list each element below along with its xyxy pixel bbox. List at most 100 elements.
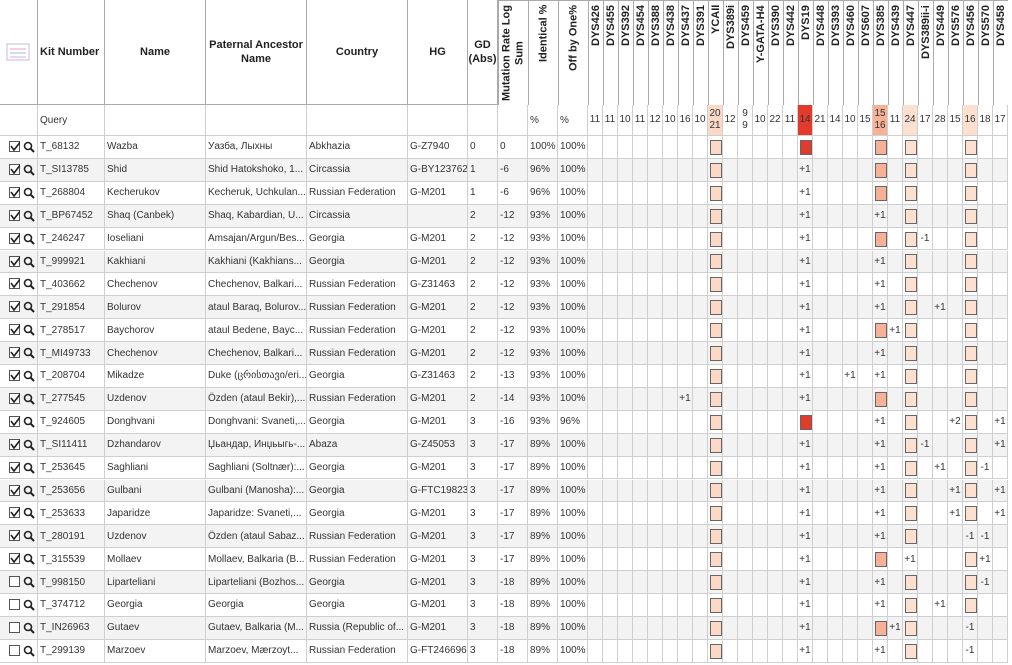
row-checkbox[interactable]: [9, 530, 20, 542]
marker-cell: [588, 410, 603, 434]
view-button[interactable]: [23, 530, 35, 545]
marker-cell: [633, 433, 648, 457]
row-checkbox[interactable]: [9, 163, 20, 175]
select-cell: [0, 616, 38, 640]
select-cell: [0, 571, 38, 594]
select-cell: [0, 250, 38, 274]
view-button[interactable]: [23, 187, 35, 202]
row-checkbox[interactable]: [9, 347, 20, 359]
view-button[interactable]: [23, 141, 35, 156]
view-button[interactable]: [23, 301, 35, 316]
view-button[interactable]: [23, 576, 35, 591]
cell-country: Georgia: [307, 456, 408, 480]
row-checkbox[interactable]: [9, 392, 20, 404]
marker-header: YCAII: [708, 0, 723, 105]
row-checkbox[interactable]: [9, 484, 20, 496]
row-checkbox[interactable]: [9, 438, 20, 450]
marker-cell: [828, 387, 843, 411]
select-cell: [0, 525, 38, 549]
marker-cell: [978, 181, 993, 205]
select-cell: [0, 479, 38, 503]
view-button[interactable]: [23, 553, 35, 568]
row-checkbox[interactable]: [9, 301, 20, 313]
marker-cell: [723, 548, 738, 572]
view-button[interactable]: [23, 507, 35, 522]
view-button[interactable]: [23, 462, 35, 477]
marker-cell: [738, 525, 753, 549]
marker-cell: [918, 158, 933, 182]
row-checkbox[interactable]: [9, 644, 20, 656]
marker-cell: [783, 387, 798, 411]
marker-cell: [768, 227, 783, 251]
cell-kit: T_291854: [38, 296, 105, 320]
view-button[interactable]: [23, 324, 35, 339]
view-button[interactable]: [23, 278, 35, 293]
view-button[interactable]: [23, 485, 35, 500]
query-marker-value: 18: [978, 105, 993, 136]
marker-cell: [993, 571, 1008, 594]
row-checkbox[interactable]: [9, 324, 20, 336]
query-marker-value: 10: [753, 105, 768, 136]
view-button[interactable]: [23, 416, 35, 431]
cell-hg: G-M201: [408, 181, 468, 205]
view-button[interactable]: [23, 370, 35, 385]
row-checkbox[interactable]: [9, 209, 20, 221]
view-button[interactable]: [23, 393, 35, 408]
marker-cell: [828, 296, 843, 320]
view-button[interactable]: [23, 164, 35, 179]
view-button[interactable]: [23, 233, 35, 248]
marker-box: [964, 437, 977, 453]
cell-hg: G-FT246696: [408, 639, 468, 663]
row-checkbox[interactable]: [9, 278, 20, 290]
view-button[interactable]: [23, 645, 35, 660]
cell-mutation: -17: [498, 456, 528, 480]
view-button[interactable]: [23, 599, 35, 614]
marker-cell: [693, 227, 708, 251]
marker-cell: [948, 525, 963, 549]
marker-header: DYS460: [843, 0, 858, 105]
row-checkbox[interactable]: [9, 232, 20, 244]
marker-cell: [618, 456, 633, 480]
query-marker-value: 21: [813, 105, 828, 136]
marker-cell: [888, 548, 903, 572]
marker-cell: [648, 273, 663, 297]
query-cell: [408, 105, 468, 136]
cell-ancestor: ataul Baraq, Bolurov...: [206, 296, 307, 320]
marker-cell: [783, 571, 798, 594]
row-checkbox[interactable]: [9, 186, 20, 198]
marker-cell: [843, 204, 858, 228]
marker-cell: [963, 502, 978, 526]
marker-box: [964, 346, 977, 362]
row-checkbox[interactable]: [9, 461, 20, 473]
row-checkbox[interactable]: [9, 141, 20, 152]
row-checkbox[interactable]: [9, 553, 20, 565]
marker-cell: [768, 250, 783, 274]
view-button[interactable]: [23, 210, 35, 225]
marker-cell: [648, 342, 663, 365]
cell-gd: 2: [468, 387, 498, 411]
marker-cell: [753, 204, 768, 228]
view-button[interactable]: [23, 622, 35, 637]
row-checkbox[interactable]: [9, 255, 20, 267]
marker-cell: [648, 365, 663, 388]
row-checkbox[interactable]: [9, 621, 20, 633]
select-all-icon[interactable]: [6, 41, 32, 63]
row-checkbox[interactable]: [9, 576, 20, 588]
view-button[interactable]: [23, 439, 35, 454]
row-checkbox[interactable]: [9, 370, 20, 381]
view-button[interactable]: [23, 256, 35, 271]
marker-cell: [633, 502, 648, 526]
marker-box: [904, 185, 917, 201]
marker-cell: [723, 296, 738, 320]
marker-cell: [693, 158, 708, 182]
marker-cell: [693, 616, 708, 640]
marker-cell: [963, 204, 978, 228]
row-checkbox[interactable]: [9, 415, 20, 427]
marker-cell: [738, 227, 753, 251]
view-button[interactable]: [23, 347, 35, 362]
row-checkbox[interactable]: [9, 507, 20, 519]
marker-cell: [903, 410, 918, 434]
row-checkbox[interactable]: [9, 599, 20, 610]
marker-cell: [588, 616, 603, 640]
marker-cell: [858, 250, 873, 274]
